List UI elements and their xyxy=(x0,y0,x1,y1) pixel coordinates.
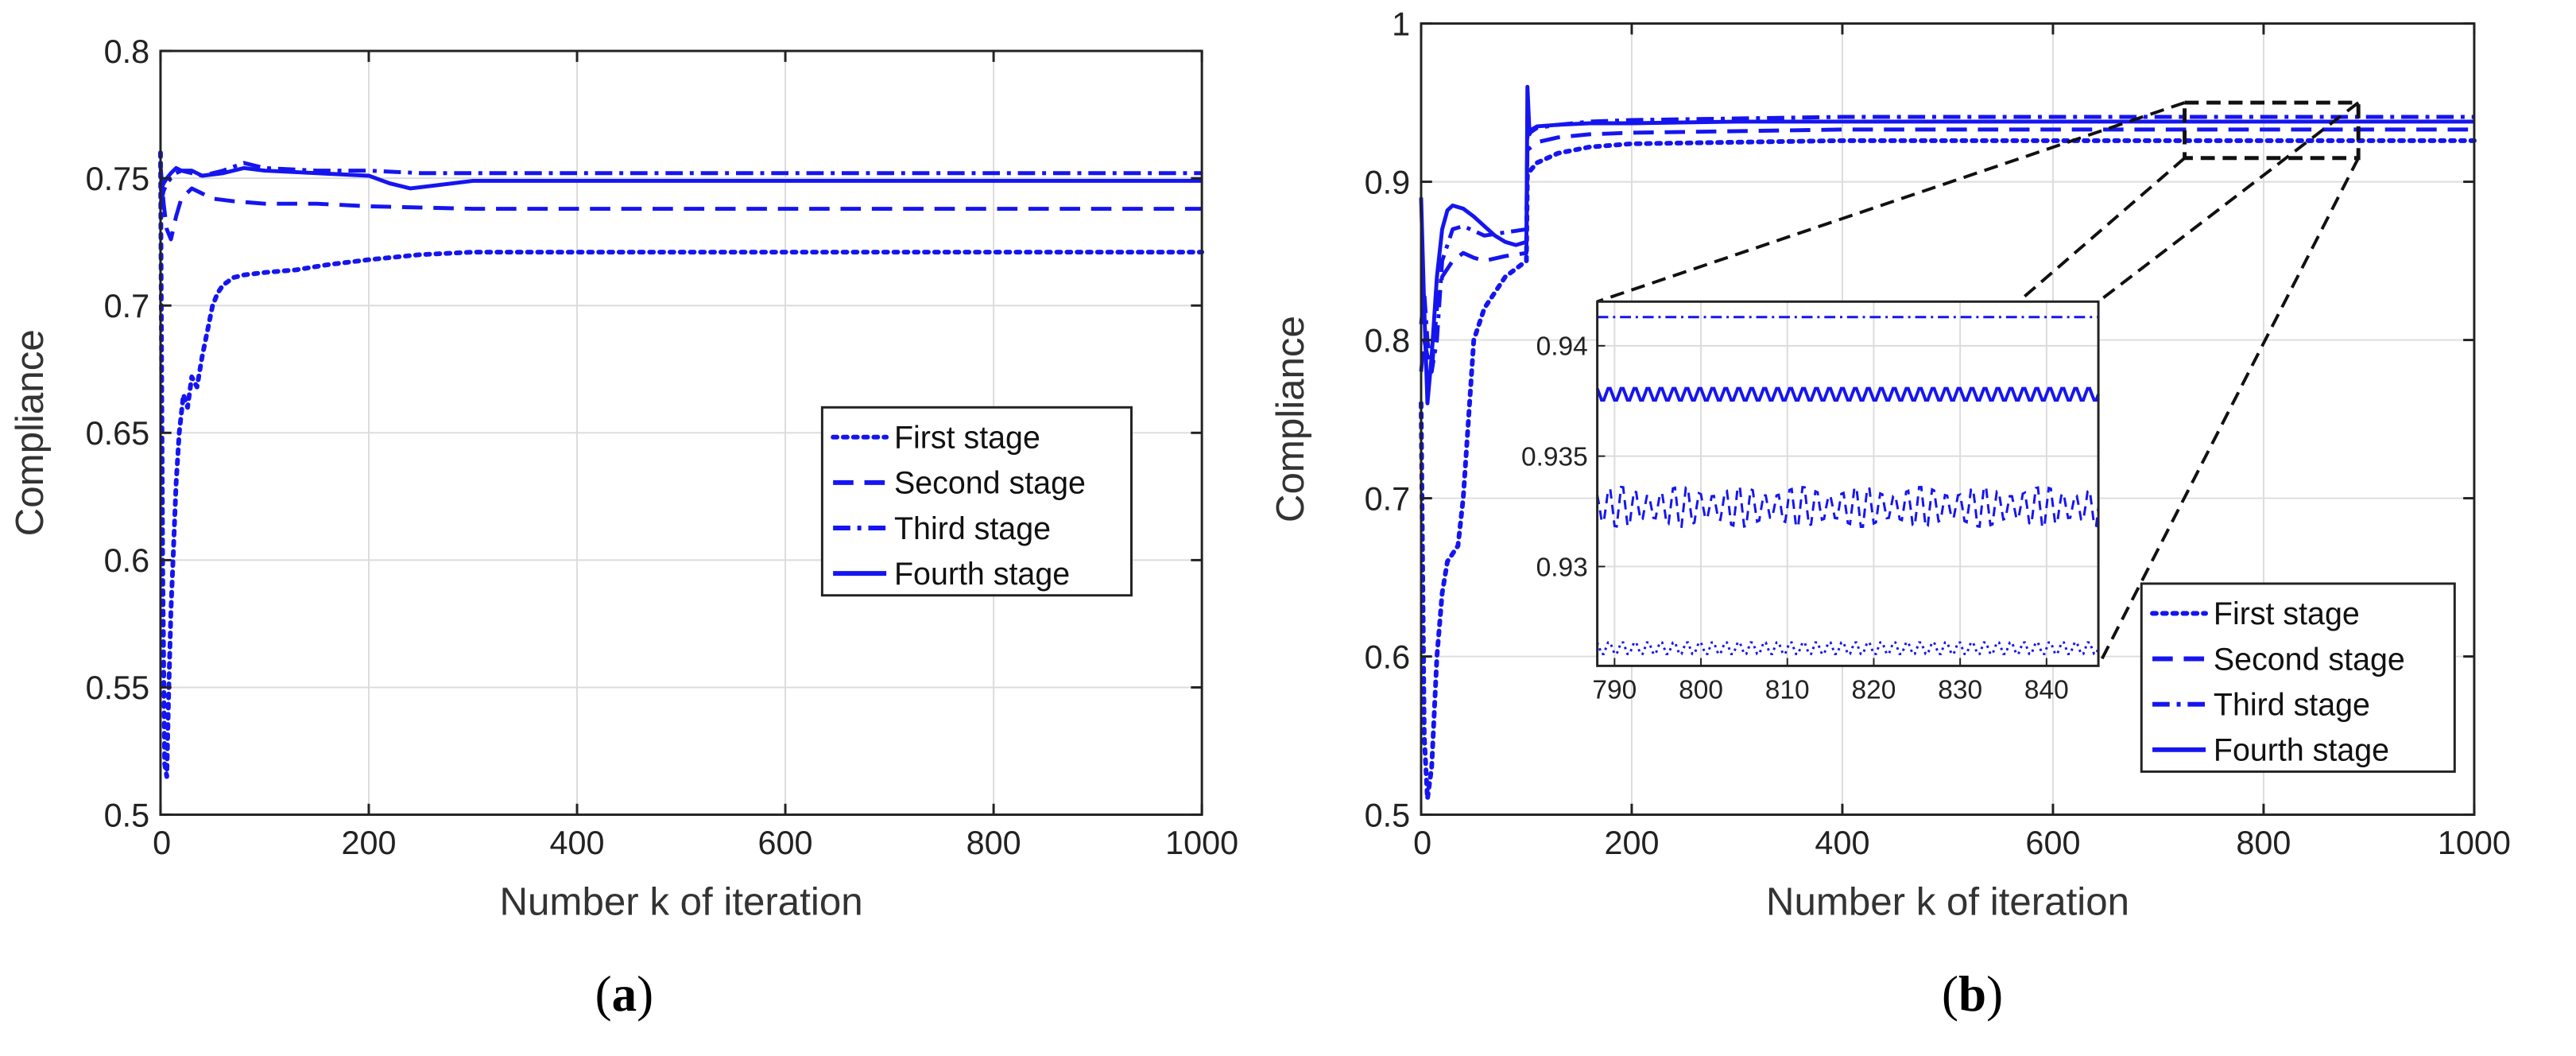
series-line-first-stage xyxy=(157,150,1205,779)
x-tick-label: 600 xyxy=(2025,825,2080,861)
inset-frame xyxy=(1596,300,2100,667)
x-tick-label: 200 xyxy=(1604,825,1659,861)
caption-part: ( xyxy=(1942,966,1958,1022)
inset-y-tick-label: 0.94 xyxy=(1536,332,1588,362)
series-line-fourth-stage xyxy=(1419,84,2474,406)
x-tick-label: 400 xyxy=(550,825,605,861)
inset-x-tick-label: 810 xyxy=(1765,676,1810,705)
y-tick-label: 0.8 xyxy=(1365,322,1411,359)
y-tick-label: 0.65 xyxy=(86,415,149,452)
zoom-connector xyxy=(2097,101,2360,303)
inset-y-tick-label: 0.935 xyxy=(1521,442,1588,472)
y-axis-label: Compliance xyxy=(8,329,52,536)
inset-x-tick-label: 790 xyxy=(1592,676,1637,705)
zoom-box xyxy=(2183,100,2361,161)
series-line-fourth-stage xyxy=(158,165,1203,192)
inset-x-tick-label: 820 xyxy=(1852,676,1896,705)
x-tick-label: 800 xyxy=(966,825,1021,861)
caption-part: ) xyxy=(637,966,653,1022)
x-tick-label: 1000 xyxy=(2438,825,2511,861)
x-tick-label: 1000 xyxy=(1165,825,1238,861)
legend-label: Second stage xyxy=(2214,642,2405,677)
inset-x-tick-label: 840 xyxy=(2024,676,2069,705)
inset-series-first-stage xyxy=(1596,641,2100,655)
x-tick-label: 400 xyxy=(1815,825,1869,861)
y-tick-label: 0.7 xyxy=(1365,480,1411,517)
x-tick-label: 0 xyxy=(153,825,171,861)
series-line-second-stage xyxy=(158,165,1203,242)
x-tick-label: 200 xyxy=(341,825,396,861)
legend-label: Third stage xyxy=(2214,687,2370,722)
chart-b: 0 200 400 600 800 1000 0.5 0.6 0.7 0.8 0.9 1 Number … xyxy=(1269,6,2511,1021)
legend-label: First stage xyxy=(2214,596,2360,631)
inset-area xyxy=(1597,301,2099,666)
y-tick-label: 0.55 xyxy=(86,670,149,706)
inset-x-tick-label: 830 xyxy=(1938,676,1982,705)
zoom-connector xyxy=(2097,157,2360,667)
inset-y-tick-label: 0.93 xyxy=(1536,553,1588,582)
legend: First stage Second stage Third stage Fourth… xyxy=(2140,582,2456,773)
caption-part: ) xyxy=(1986,966,2003,1022)
y-tick-label: 0.9 xyxy=(1365,164,1411,200)
x-axis-label: Number k of iteration xyxy=(1766,880,2129,924)
series-line-third-stage xyxy=(1419,115,2474,374)
caption-part: a xyxy=(612,966,637,1022)
inset-x-tick-label: 800 xyxy=(1679,676,1723,705)
x-tick-label: 0 xyxy=(1413,825,1431,861)
zoom-connector xyxy=(1596,101,2186,304)
y-tick-label: 0.8 xyxy=(104,33,150,70)
caption-part: ( xyxy=(595,966,612,1022)
inset-plot: 790 800 810 820 830 840 0.93 0.935 0.94 xyxy=(1521,300,2100,705)
y-tick-label: 0.5 xyxy=(104,797,150,833)
inset-series-second-stage xyxy=(1596,485,2100,529)
y-tick-label: 0.6 xyxy=(104,542,150,579)
x-tick-label: 600 xyxy=(758,825,813,861)
y-tick-label: 1 xyxy=(1392,6,1410,42)
chart-a: 0 200 400 600 800 1000 0.5 0.55 0.6 0.65 0.7 0.75 0.… xyxy=(8,33,1238,1022)
legend-label: Fourth stage xyxy=(2214,733,2389,768)
y-tick-label: 0.75 xyxy=(86,161,149,197)
legend-label: Third stage xyxy=(894,511,1051,546)
panel-caption: (a) xyxy=(595,966,654,1022)
y-tick-label: 0.7 xyxy=(104,288,150,324)
legend-label: Fourth stage xyxy=(894,557,1070,592)
x-axis-label: Number k of iteration xyxy=(499,880,862,924)
legend-label: First stage xyxy=(894,421,1040,456)
caption-part: b xyxy=(1958,966,1986,1022)
axes-frame xyxy=(1420,22,2476,817)
y-tick-label: 0.5 xyxy=(1365,797,1411,833)
y-tick-label: 0.6 xyxy=(1365,639,1411,675)
y-axis-label: Compliance xyxy=(1269,316,1312,522)
inset-series-fourth-stage xyxy=(1595,386,2100,402)
x-tick-label: 800 xyxy=(2236,825,2291,861)
legend-label: Second stage xyxy=(894,466,1086,501)
series-line-first-stage xyxy=(1419,138,2477,802)
panel-caption: (b) xyxy=(1942,966,2003,1022)
legend: First stage Second stage Third stage Fourth… xyxy=(820,406,1133,597)
